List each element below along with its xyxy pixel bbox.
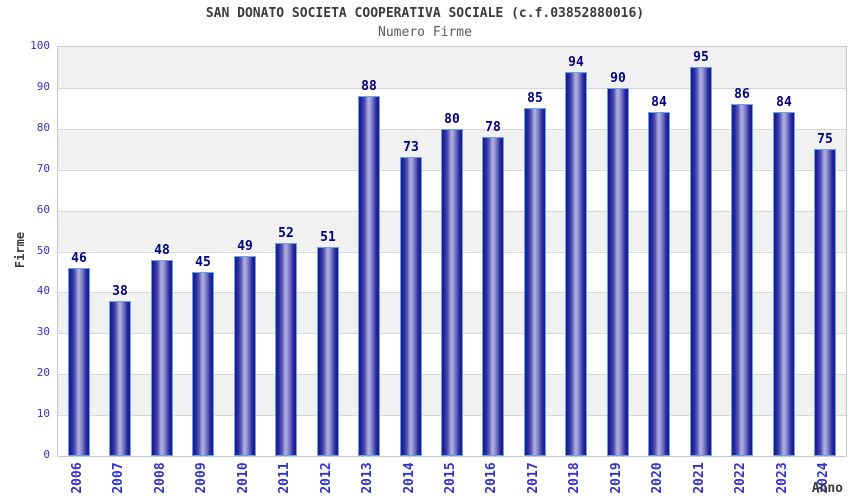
bar-value-label-2023: 84: [776, 95, 792, 110]
x-tick-label-2019: 2019: [609, 462, 624, 494]
bar-value-label-2007: 38: [112, 284, 128, 299]
bar-2012: [317, 247, 339, 456]
y-tick-label-80: 80: [36, 120, 50, 134]
bar-2006: [68, 268, 90, 456]
gridline-90: [58, 87, 846, 89]
bar-2019: [607, 88, 629, 456]
y-tick-label-40: 40: [36, 284, 50, 298]
x-tick-label-2007: 2007: [111, 462, 126, 494]
bar-2023: [773, 112, 795, 456]
bar-value-label-2013: 88: [361, 79, 377, 94]
bar-value-label-2016: 78: [485, 120, 501, 135]
bar-value-label-2022: 86: [734, 87, 750, 102]
y-tick-label-90: 90: [36, 79, 50, 93]
bar-value-label-2017: 85: [527, 91, 543, 106]
y-tick-label-30: 30: [36, 325, 50, 339]
bar-2007: [109, 301, 131, 456]
bar-value-label-2018: 94: [568, 55, 584, 70]
bar-value-label-2014: 73: [403, 140, 419, 155]
bar-value-label-2009: 45: [195, 255, 211, 270]
x-tick-label-2021: 2021: [692, 462, 707, 494]
bar-2020: [648, 112, 670, 456]
bar-value-label-2006: 46: [71, 251, 87, 266]
x-tick-label-2010: 2010: [236, 462, 251, 494]
x-tick-label-2023: 2023: [775, 462, 790, 494]
x-axis-title: Anno: [811, 481, 843, 496]
bar-value-label-2020: 84: [651, 95, 667, 110]
x-tick-label-2018: 2018: [567, 462, 582, 494]
x-tick-label-2020: 2020: [650, 462, 665, 494]
bar-value-label-2021: 95: [693, 50, 709, 65]
x-tick-label-2017: 2017: [526, 462, 541, 494]
x-tick-label-2022: 2022: [733, 462, 748, 494]
bar-2018: [565, 72, 587, 456]
bar-value-label-2010: 49: [237, 239, 253, 254]
chart-subtitle: Numero Firme: [378, 25, 472, 40]
y-tick-label-100: 100: [30, 39, 50, 52]
bar-2015: [441, 129, 463, 456]
x-tick-label-2006: 2006: [70, 462, 85, 494]
bar-2013: [358, 96, 380, 456]
bar-2022: [731, 104, 753, 456]
x-tick-label-2016: 2016: [484, 462, 499, 494]
x-tick-label-2008: 2008: [153, 462, 168, 494]
bar-value-label-2015: 80: [444, 112, 460, 127]
bar-2021: [690, 67, 712, 456]
bar-value-label-2012: 51: [320, 230, 336, 245]
bar-value-label-2008: 48: [154, 243, 170, 258]
bar-value-label-2019: 90: [610, 71, 626, 86]
x-tick-label-2009: 2009: [194, 462, 209, 494]
bar-2014: [400, 157, 422, 456]
y-tick-label-70: 70: [36, 161, 50, 175]
bar-2016: [482, 137, 504, 456]
y-tick-label-60: 60: [36, 202, 50, 216]
bar-value-label-2024: 75: [817, 132, 833, 147]
x-tick-label-2013: 2013: [360, 462, 375, 494]
bar-value-label-2011: 52: [278, 226, 294, 241]
bar-2009: [192, 272, 214, 456]
bar-2017: [524, 108, 546, 456]
y-tick-label-20: 20: [36, 366, 50, 380]
x-tick-label-2011: 2011: [277, 462, 292, 494]
bar-2010: [234, 256, 256, 456]
x-tick-label-2014: 2014: [402, 462, 417, 494]
y-tick-label-0: 0: [43, 448, 50, 461]
x-tick-label-2015: 2015: [443, 462, 458, 494]
y-tick-label-10: 10: [36, 407, 50, 421]
bar-2008: [151, 260, 173, 456]
bar-2024: [814, 149, 836, 456]
plot-area: 46 38 48 45 49 52 51 88 73 80 78 85 94 90 84 95 86 84 75: [57, 46, 847, 457]
chart-title: SAN DONATO SOCIETA COOPERATIVA SOCIALE (…: [205, 6, 645, 21]
y-tick-label-50: 50: [36, 243, 50, 257]
x-tick-label-2012: 2012: [319, 462, 334, 494]
bar-2011: [275, 243, 297, 456]
